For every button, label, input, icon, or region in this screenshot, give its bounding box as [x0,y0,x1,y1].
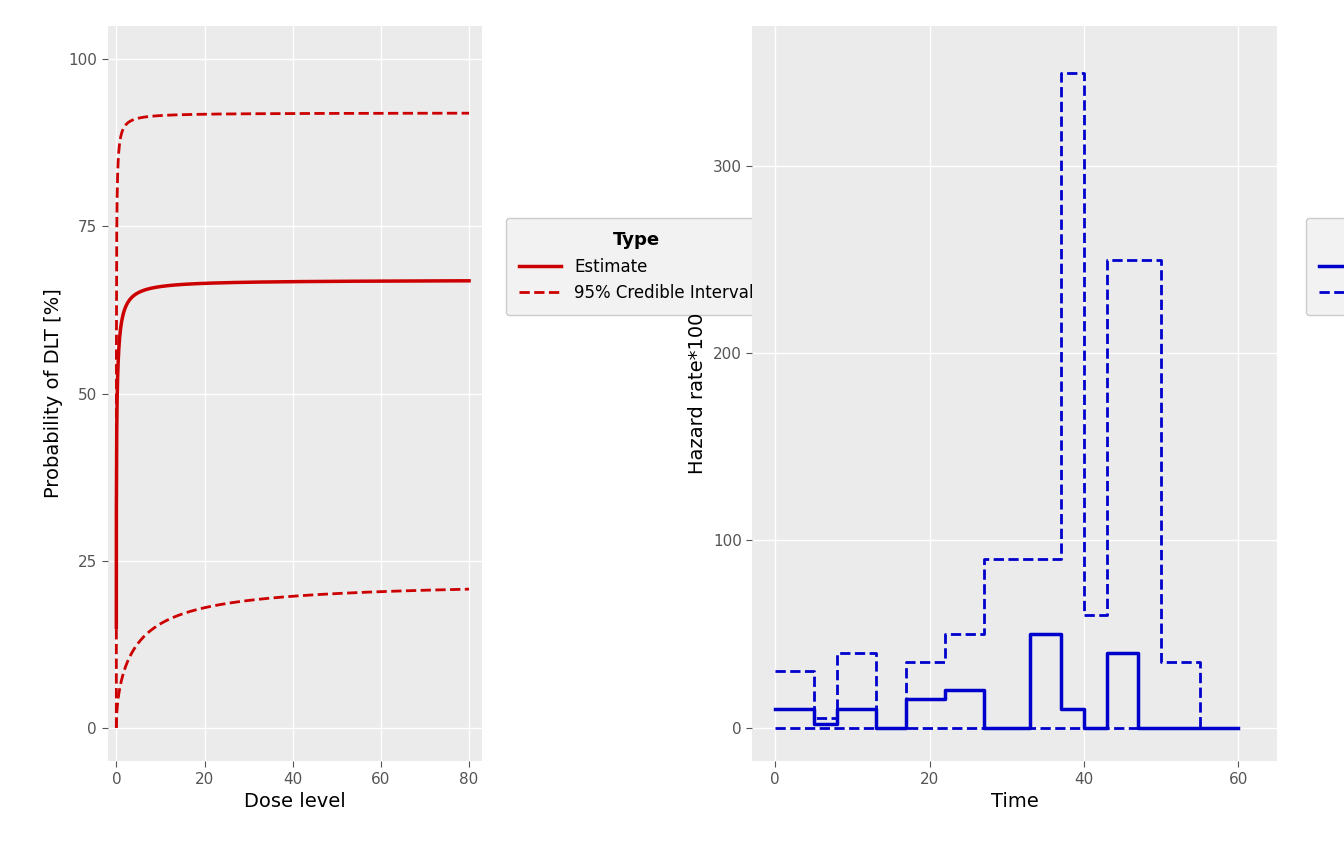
X-axis label: Time: Time [991,792,1039,811]
Y-axis label: Hazard rate*100: Hazard rate*100 [688,313,707,474]
X-axis label: Dose level: Dose level [245,792,345,811]
Legend: Estimate, 95% Credible Interval: Estimate, 95% Credible Interval [505,218,767,316]
Legend: Estimate, 95% Credible Interval: Estimate, 95% Credible Interval [1306,218,1344,316]
Y-axis label: Probability of DLT [%]: Probability of DLT [%] [43,289,63,498]
